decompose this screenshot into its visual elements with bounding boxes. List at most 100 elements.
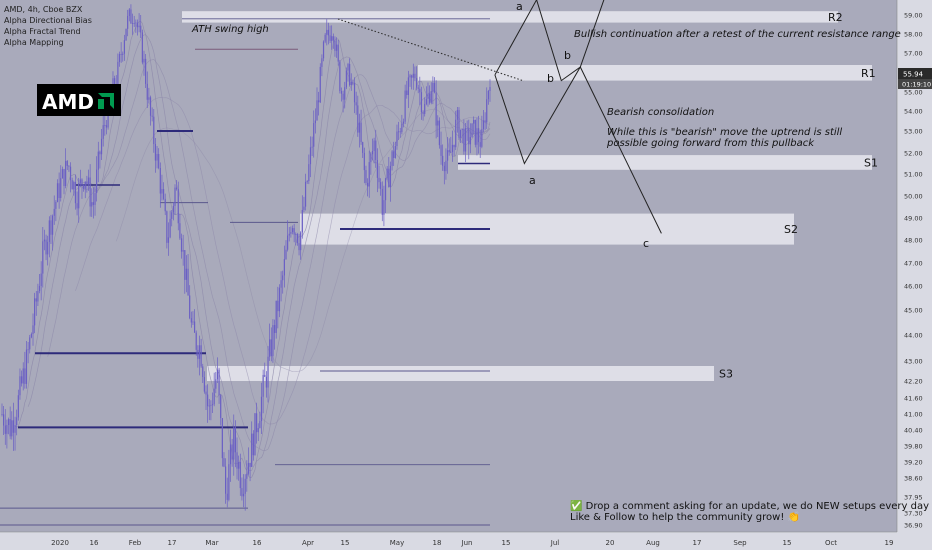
candle-body <box>433 82 436 93</box>
indicator-alpha-mapping[interactable]: Alpha Mapping <box>4 38 64 47</box>
candle-body <box>16 417 18 426</box>
zone-s1[interactable] <box>458 155 872 170</box>
candle-body <box>167 237 170 243</box>
time-tick-label: May <box>390 539 404 547</box>
candle-body <box>226 493 228 500</box>
candle-body <box>24 368 26 384</box>
candle-body <box>71 180 73 190</box>
candle-body <box>161 189 163 194</box>
candle-body <box>9 419 11 437</box>
candle-body <box>476 128 478 145</box>
candle-body <box>172 205 174 213</box>
candle-body <box>55 201 57 209</box>
wave-label-c: c <box>643 237 649 250</box>
candle-body <box>342 93 344 100</box>
candle-body <box>47 241 49 255</box>
time-tick-label: Aug <box>646 539 660 547</box>
indicator-fractal-trend[interactable]: Alpha Fractal Trend <box>4 27 81 36</box>
candle-body <box>12 420 15 433</box>
candle-body <box>3 414 5 426</box>
time-tick-label: 19 <box>885 539 894 547</box>
price-tick-label: 44.00 <box>904 332 923 340</box>
price-tick-label: 47.00 <box>904 260 923 268</box>
candle-body <box>309 147 312 165</box>
candle-body <box>277 300 279 312</box>
symbol-info[interactable]: AMD, 4h, Cboe BZX <box>4 5 83 14</box>
zone-r2[interactable] <box>182 11 838 23</box>
candle-body <box>130 9 132 24</box>
candle-body <box>190 318 192 323</box>
candle-body <box>329 35 331 41</box>
candle-body <box>345 70 347 88</box>
candle-body <box>398 131 400 133</box>
candle-body <box>327 29 330 36</box>
projection-bullish-path[interactable] <box>494 0 612 82</box>
candle-body <box>283 259 285 276</box>
candle-body <box>318 100 320 103</box>
candle-body <box>182 250 184 252</box>
candle-body <box>415 78 418 88</box>
zone-r1[interactable] <box>418 65 872 81</box>
candle-body <box>27 349 29 351</box>
price-tick-label: 41.00 <box>904 411 923 419</box>
projection-bearish-path[interactable] <box>494 65 662 234</box>
candle-body <box>125 28 127 41</box>
candle-body <box>427 93 429 99</box>
candle-body <box>153 116 155 145</box>
candle-body <box>407 77 409 96</box>
candle-body <box>251 433 253 467</box>
candle-body <box>425 98 427 105</box>
candle-body <box>211 404 214 406</box>
candle-body <box>301 209 303 233</box>
bearish-title: Bearish consolidation <box>607 107 714 118</box>
candle-body <box>365 170 367 183</box>
candle-body <box>340 91 343 94</box>
zone-s3[interactable] <box>207 366 714 381</box>
candle-body <box>202 366 204 378</box>
price-axis[interactable] <box>897 0 932 550</box>
candle-body <box>443 165 445 172</box>
candle-body <box>69 166 72 181</box>
candle-body <box>123 40 126 54</box>
time-axis[interactable] <box>0 532 897 550</box>
indicator-directional-bias[interactable]: Alpha Directional Bias <box>4 16 92 25</box>
candle-body <box>304 181 307 207</box>
candle-body <box>272 325 274 356</box>
time-tick-label: Jun <box>461 539 473 547</box>
candle-body <box>469 137 472 145</box>
candle-body <box>185 268 188 280</box>
price-tick-label: 52.00 <box>904 150 923 158</box>
candle-body <box>262 374 264 397</box>
candle-body <box>74 181 77 204</box>
candle-body <box>461 128 463 130</box>
candle-body <box>63 169 65 186</box>
candle-body <box>154 144 157 161</box>
candle-body <box>34 298 36 326</box>
price-candles <box>1 4 491 511</box>
candle-body <box>162 189 165 199</box>
descending-trendline[interactable] <box>337 18 525 82</box>
candle-body <box>388 168 390 188</box>
candle-body <box>383 200 385 215</box>
candle-body <box>231 444 233 460</box>
wave-label-b-top: b <box>564 49 571 62</box>
price-tick-label: 41.60 <box>904 395 923 403</box>
candle-body <box>198 345 201 359</box>
candle-body <box>257 428 259 433</box>
candle-body <box>145 58 147 84</box>
time-tick-label: 16 <box>253 539 262 547</box>
candle-body <box>479 142 481 147</box>
candle-body <box>275 300 277 333</box>
candle-body <box>189 295 191 319</box>
candle-body <box>368 162 370 187</box>
candle-body <box>442 155 444 166</box>
candle-body <box>435 92 437 126</box>
candle-body <box>487 90 489 100</box>
candle-body <box>174 187 176 206</box>
candle-body <box>386 168 388 179</box>
candle-body <box>197 349 199 359</box>
candle-body <box>455 119 457 148</box>
candle-body <box>306 181 308 182</box>
candle-body <box>326 29 328 35</box>
